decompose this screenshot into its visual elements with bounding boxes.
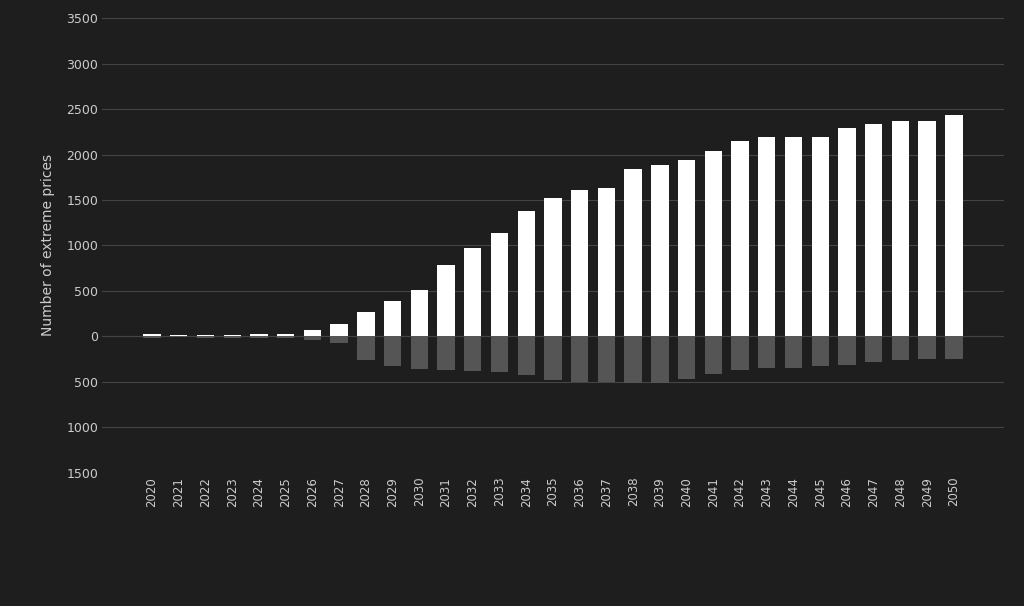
Bar (357, 312, 375, 336)
Bar (170, 335, 187, 336)
Y-axis label: Number of extreme prices: Number of extreme prices (41, 155, 55, 336)
Bar (758, 336, 775, 368)
Bar (705, 336, 722, 374)
Bar (651, 336, 669, 383)
Bar (865, 124, 883, 336)
Bar (250, 334, 267, 336)
Bar (490, 233, 508, 336)
Bar (784, 336, 802, 368)
Bar (839, 128, 856, 336)
Bar (278, 336, 294, 338)
Bar (437, 265, 455, 336)
Bar (357, 336, 375, 360)
Bar (411, 336, 428, 369)
Bar (517, 336, 535, 376)
Bar (625, 336, 642, 383)
Bar (464, 336, 481, 371)
Bar (517, 211, 535, 336)
Bar (812, 336, 828, 366)
Bar (571, 190, 589, 336)
Bar (758, 138, 775, 336)
Bar (170, 336, 187, 337)
Bar (784, 138, 802, 336)
Bar (598, 188, 615, 336)
Bar (384, 301, 401, 336)
Bar (304, 336, 322, 340)
Bar (892, 336, 909, 359)
Bar (143, 336, 161, 338)
Bar (278, 334, 294, 336)
Bar (731, 336, 749, 370)
Bar (331, 336, 348, 343)
Bar (625, 169, 642, 336)
Bar (250, 336, 267, 338)
Bar (945, 336, 963, 359)
Bar (651, 165, 669, 336)
Bar (545, 336, 561, 380)
Bar (143, 334, 161, 336)
Bar (197, 336, 214, 338)
Bar (384, 336, 401, 366)
Bar (197, 335, 214, 336)
Bar (919, 336, 936, 359)
Bar (545, 198, 561, 336)
Bar (223, 335, 241, 336)
Bar (571, 336, 589, 382)
Bar (490, 336, 508, 372)
Bar (464, 248, 481, 336)
Bar (678, 336, 695, 379)
Bar (919, 121, 936, 336)
Bar (865, 336, 883, 362)
Bar (304, 330, 322, 336)
Bar (223, 336, 241, 338)
Bar (892, 121, 909, 336)
Bar (812, 138, 828, 336)
Bar (705, 151, 722, 336)
Bar (437, 336, 455, 370)
Bar (678, 160, 695, 336)
Bar (839, 336, 856, 365)
Bar (331, 324, 348, 336)
Bar (731, 141, 749, 336)
Bar (598, 336, 615, 382)
Bar (411, 290, 428, 336)
Bar (945, 115, 963, 336)
